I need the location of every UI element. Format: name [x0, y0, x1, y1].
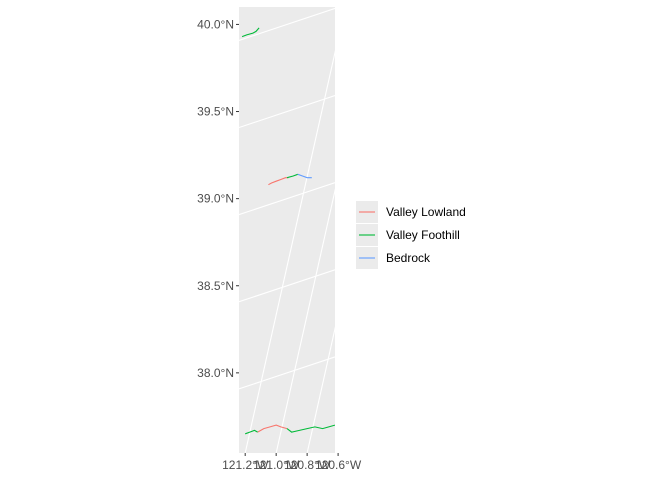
series-line-valley-lowland	[257, 424, 288, 433]
grid-line-lat	[239, 95, 335, 129]
grid-line-lon	[244, 49, 335, 453]
x-tick-label: 120.6°W	[315, 458, 362, 472]
y-tick-label: 39.5°N	[197, 105, 234, 119]
legend-label: Bedrock	[386, 251, 431, 265]
data-lines	[241, 27, 335, 435]
series-line-valley-foothill	[241, 27, 260, 38]
y-tick-label: 39.0°N	[197, 192, 234, 206]
x-tick-label: 121.0°W	[253, 458, 300, 472]
series-line-valley-foothill	[245, 429, 258, 435]
series-line-valley-lowland	[268, 177, 289, 186]
x-tick-label: 120.8°W	[284, 458, 331, 472]
grid-line-lat	[239, 269, 335, 303]
legend: Valley Lowland Valley Foothill Bedrock	[356, 201, 466, 269]
y-tick-label: 38.0°N	[197, 366, 234, 380]
grid-line-lat	[239, 182, 335, 216]
grid-line-lon	[275, 188, 335, 453]
grid-line-lat	[239, 7, 335, 41]
grid-line-lon	[306, 326, 335, 453]
y-axis: 40.0°N 39.5°N 39.0°N 38.5°N 38.0°N	[197, 17, 239, 380]
legend-label: Valley Foothill	[386, 228, 460, 242]
y-tick-label: 38.5°N	[197, 279, 234, 293]
series-line-valley-foothill	[286, 424, 335, 433]
grid-line-lat	[239, 356, 335, 390]
series-line-bedrock	[297, 173, 312, 179]
series-line-valley-foothill	[286, 173, 298, 179]
legend-label: Valley Lowland	[386, 205, 466, 219]
graticule	[239, 7, 335, 453]
y-tick-label: 40.0°N	[197, 17, 234, 31]
plot-panel	[239, 7, 335, 453]
x-tick-label: 121.2°W	[222, 458, 269, 472]
